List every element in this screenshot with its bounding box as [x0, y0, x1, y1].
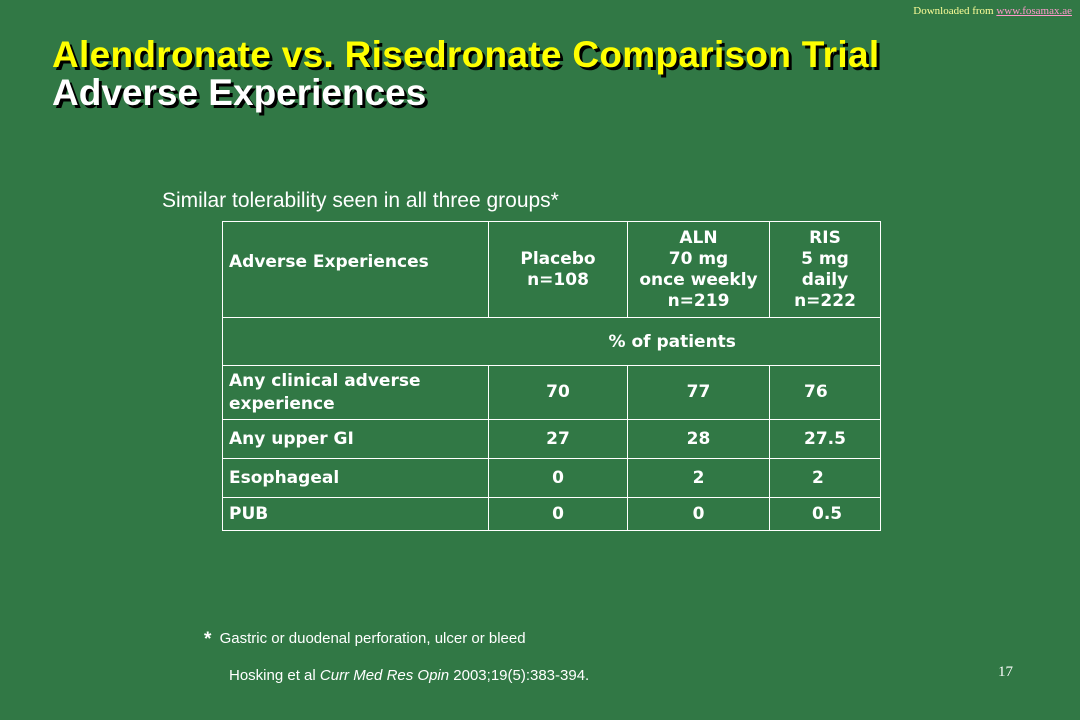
units-cell: % of patients	[488, 317, 881, 366]
units-empty-cell	[222, 317, 489, 366]
value-aln: 77	[627, 365, 770, 420]
table-row: PUB 0 0 0.5	[222, 497, 881, 531]
header-text: RIS	[809, 227, 841, 248]
value-ris: 27.5	[769, 419, 881, 459]
header-text: Placebo	[520, 248, 596, 269]
row-label-cell: Any clinical adverse experience	[222, 365, 489, 420]
header-cell-placebo: Placebo n=108	[488, 221, 628, 318]
header-text: 5 mg	[801, 248, 849, 269]
page-number: 17	[998, 664, 1013, 680]
table-row: Any upper GI 27 28 27.5	[222, 419, 881, 459]
header-text: 70 mg	[668, 248, 729, 269]
title-line-1: Alendronate vs. Risedronate Comparison T…	[52, 34, 880, 75]
header-text: n=108	[527, 269, 589, 290]
download-source-note: Downloaded from www.fosamax.ae	[913, 5, 1072, 17]
value-aln: 2	[627, 458, 770, 498]
download-prefix: Downloaded from	[913, 5, 994, 17]
citation-journal: Curr Med Res Opin	[319, 667, 450, 684]
header-cell-adverse-experiences: Adverse Experiences	[222, 221, 489, 318]
row-label: Esophageal	[229, 468, 340, 488]
row-label-cell: PUB	[222, 497, 489, 531]
footnote-text: Gastric or duodenal perforation, ulcer o…	[219, 630, 526, 647]
title-line-2: Adverse Experiences	[52, 72, 427, 113]
row-label-cell: Esophageal	[222, 458, 489, 498]
value-placebo: 0	[488, 458, 628, 498]
table-header-row: Adverse Experiences Placebo n=108 ALN 70…	[222, 221, 881, 318]
value-aln: 0	[627, 497, 770, 531]
units-label: % of patients	[608, 331, 736, 352]
header-text: once weekly	[639, 269, 758, 290]
units-row: % of patients	[222, 317, 881, 366]
header-text: daily	[801, 269, 849, 290]
header-text: n=219	[667, 290, 730, 311]
citation-authors: Hosking et al	[229, 667, 316, 684]
footnote: * Gastric or duodenal perforation, ulcer…	[204, 629, 526, 651]
header-cell-ris: RIS 5 mg daily n=222	[769, 221, 881, 318]
row-label: Any clinical adverse	[229, 370, 421, 391]
value-placebo: 27	[488, 419, 628, 459]
citation: Hosking et al Curr Med Res Opin 2003;19(…	[229, 667, 589, 684]
value-ris: 2	[769, 458, 881, 498]
citation-details: 2003;19(5):383-394.	[453, 667, 590, 684]
value-placebo: 0	[488, 497, 628, 531]
value-placebo: 70	[488, 365, 628, 420]
row-label: Any upper GI	[229, 429, 354, 449]
header-text: ALN	[679, 227, 718, 248]
table-row: Any clinical adverse experience 70 77 76	[222, 365, 881, 420]
row-label-cell: Any upper GI	[222, 419, 489, 459]
header-text: n=222	[794, 290, 856, 311]
value-aln: 28	[627, 419, 770, 459]
table-row: Esophageal 0 2 2	[222, 458, 881, 498]
value-ris: 0.5	[769, 497, 881, 531]
row-label: experience	[229, 393, 335, 414]
value-ris: 76	[769, 365, 881, 420]
footnote-marker: *	[204, 629, 212, 650]
download-link[interactable]: www.fosamax.ae	[996, 5, 1072, 17]
slide-title: Alendronate vs. Risedronate Comparison T…	[52, 36, 879, 112]
adverse-experiences-table: Adverse Experiences Placebo n=108 ALN 70…	[222, 221, 881, 531]
header-label: Adverse Experiences	[229, 252, 429, 272]
slide-subtitle: Similar tolerability seen in all three g…	[162, 189, 559, 212]
header-cell-aln: ALN 70 mg once weekly n=219	[627, 221, 770, 318]
row-label: PUB	[229, 504, 269, 524]
